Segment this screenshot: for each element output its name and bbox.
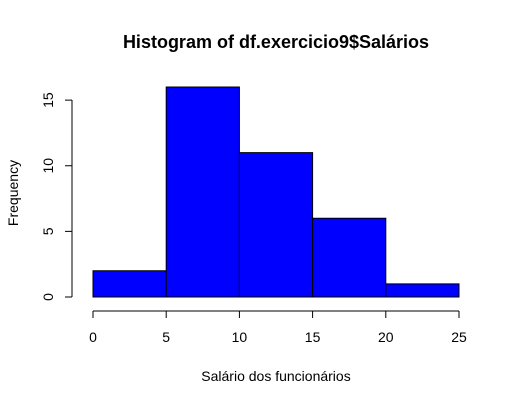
histogram-bar-15-20 (312, 217, 387, 298)
histogram-bar-20-25 (385, 283, 460, 298)
y-tick-label-5: 5 (40, 227, 56, 235)
histogram-bars (92, 86, 460, 298)
x-tick-label-5: 5 (162, 329, 170, 345)
y-tick-label-15: 15 (40, 92, 56, 108)
x-tick-label-25: 25 (451, 329, 467, 345)
y-tick-label-0: 0 (40, 293, 56, 301)
histogram-bar-5-10 (165, 86, 240, 298)
histogram-bar-10-15 (238, 152, 314, 298)
x-tick-label-20: 20 (378, 329, 394, 345)
x-tick-label-10: 10 (232, 329, 248, 345)
chart-title: Histogram of df.exercicio9$Salários (123, 32, 429, 52)
x-axis-ticks: 0 5 10 15 20 25 (89, 311, 467, 345)
histogram-bar-0-5 (92, 270, 167, 298)
y-axis-label: Frequency (5, 160, 21, 226)
x-tick-label-0: 0 (89, 329, 97, 345)
x-axis-label: Salário dos funcionários (201, 368, 350, 384)
y-axis-ticks: 0 5 10 15 (40, 92, 72, 301)
x-tick-label-15: 15 (305, 329, 321, 345)
y-tick-label-10: 10 (40, 158, 56, 174)
